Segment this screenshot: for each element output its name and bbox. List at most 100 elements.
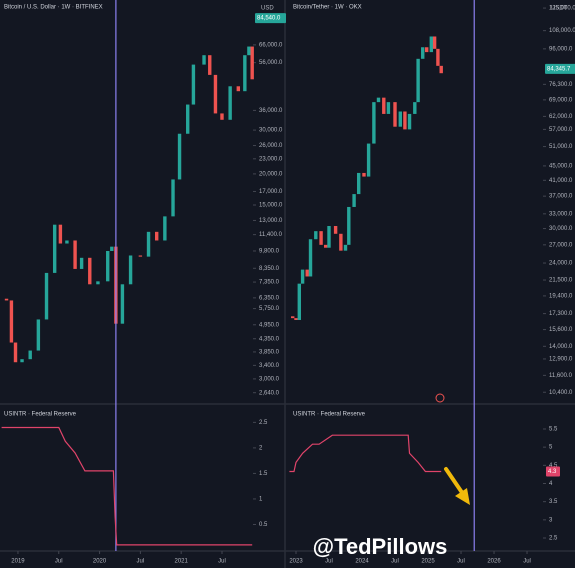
y-tick-label: 125,000.0 [549, 6, 575, 12]
y-tick-label: 5 [549, 445, 553, 451]
candle [236, 86, 241, 92]
candle [128, 255, 133, 285]
y-tick-label: 24,000.0 [549, 261, 573, 267]
y-tick-label: 6,350.0 [259, 295, 280, 301]
last-value-badge [546, 466, 560, 477]
y-tick-label: 2,640.0 [259, 390, 280, 396]
candle [290, 316, 295, 319]
y-tick-label: 14,000.0 [549, 344, 573, 350]
candle [308, 239, 313, 277]
candle [163, 216, 167, 241]
y-tick-label: 11,400.0 [259, 232, 283, 238]
y-tick-label: 3.5 [549, 499, 558, 505]
y-tick-label: 3,850.0 [259, 350, 280, 356]
y-tick-label: 4 [549, 481, 553, 487]
y-tick-label: 13,000.0 [259, 218, 283, 224]
candle [429, 36, 434, 53]
last-price-label: 84,540.0 [257, 16, 281, 22]
candle [357, 172, 361, 195]
x-tick-label: Jul [391, 559, 399, 565]
candle [421, 47, 425, 59]
candle [297, 283, 301, 320]
candle [213, 74, 218, 114]
y-tick-label: 17,000.0 [259, 189, 283, 195]
candle [432, 36, 437, 49]
candle [106, 250, 110, 282]
candle [347, 206, 351, 245]
y-tick-label: 30,000.0 [259, 128, 283, 134]
candle [366, 143, 371, 177]
candle [96, 281, 100, 285]
x-tick-label: Jul [55, 559, 63, 565]
y-tick-label: 15,000.0 [259, 203, 283, 209]
y-tick-label: 45,000.0 [549, 163, 573, 169]
candle [73, 240, 77, 269]
candle [247, 46, 251, 56]
candle [294, 318, 298, 320]
candle [120, 284, 125, 324]
y-tick-label: 62,000.0 [549, 114, 573, 120]
candle [327, 226, 331, 248]
candle [393, 102, 397, 127]
annotation-arrow [444, 467, 470, 505]
candle [413, 102, 417, 114]
y-tick-label: 3,400.0 [259, 363, 280, 369]
candle [243, 55, 247, 92]
y-tick-label: 7,350.0 [259, 280, 280, 286]
y-tick-label: 21,500.0 [549, 278, 573, 284]
y-tick-label: 20,000.0 [259, 171, 283, 177]
y-tick-label: 3,000.0 [259, 376, 280, 382]
candle [362, 172, 366, 177]
y-tick-label: 51,000.0 [549, 144, 573, 150]
candle [44, 272, 49, 320]
y-tick-label: 4,350.0 [259, 336, 280, 342]
y-tick-label: 96,000.0 [549, 46, 573, 52]
y-tick-label: 108,000.0 [549, 28, 575, 34]
candle [228, 86, 232, 120]
last-price-badge [255, 13, 286, 24]
y-tick-label: 36,000.0 [259, 108, 283, 114]
candle [372, 102, 376, 144]
y-tick-label: 4.5 [549, 463, 558, 469]
x-tick-label: Jul [137, 559, 145, 565]
event-icon [435, 393, 445, 403]
candle [138, 255, 143, 257]
y-tick-label: 0.5 [259, 522, 268, 528]
candle [65, 240, 69, 244]
x-tick-label: 2024 [355, 559, 369, 565]
y-tick-label: 17,300.0 [549, 311, 573, 317]
y-tick-label: 2 [259, 445, 263, 451]
candle [424, 47, 429, 53]
candle [382, 97, 386, 114]
x-tick-label: 2021 [175, 559, 189, 565]
y-tick-label: 69,000.0 [549, 97, 573, 103]
candle [343, 244, 348, 251]
candle [191, 64, 196, 105]
last-value-label: 4.3 [548, 469, 557, 475]
candle [146, 231, 151, 257]
y-tick-label: 30,000.0 [549, 226, 573, 232]
candle [436, 48, 440, 66]
x-tick-label: 2025 [421, 559, 435, 565]
candle [171, 179, 175, 217]
candle [36, 319, 41, 351]
arrow-shaft [444, 467, 465, 496]
y-tick-label: 1 [259, 497, 263, 503]
y-tick-label: 11,600.0 [549, 373, 573, 379]
chart-title: Bitcoin / U.S. Dollar · 1W · BITFINEX [4, 5, 103, 11]
candle [339, 233, 343, 251]
y-tick-label: 2.5 [259, 420, 268, 426]
candle [324, 244, 328, 248]
candle [52, 224, 57, 273]
candle [376, 97, 381, 103]
candle [439, 65, 443, 74]
y-tick-label: 26,000.0 [259, 143, 283, 149]
arrow-head [455, 488, 470, 505]
y-tick-label: 27,000.0 [549, 242, 573, 248]
y-tick-label: 33,000.0 [549, 211, 573, 217]
y-tick-label: 76,300.0 [549, 82, 573, 88]
candle [386, 102, 391, 114]
y-tick-label: 8,350.0 [259, 266, 280, 272]
